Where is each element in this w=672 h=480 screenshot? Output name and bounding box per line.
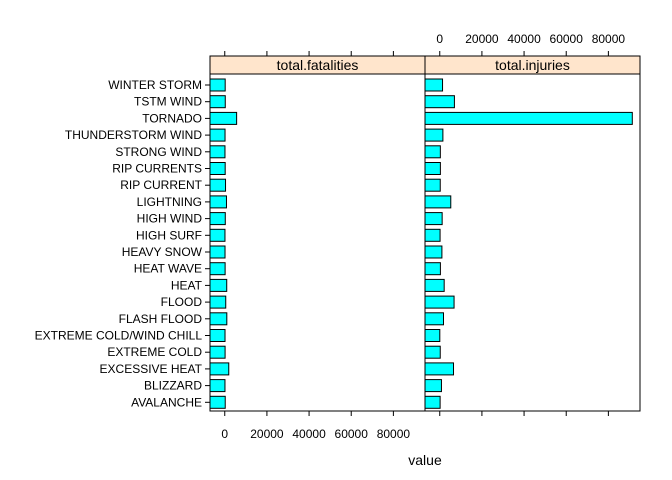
x-tick-label: 0 — [436, 32, 443, 46]
panel-strips: total.fatalities total.injuries — [209, 55, 641, 75]
category-label: HEAT WAVE — [134, 262, 202, 276]
bar — [424, 228, 441, 242]
bar — [424, 245, 443, 259]
category-label: HEAT — [171, 278, 203, 292]
bar — [209, 329, 226, 342]
panel-strip-label: total.fatalities — [277, 57, 359, 73]
bar — [209, 362, 230, 376]
bar — [209, 212, 226, 226]
category-label: AVALANCHE — [131, 395, 202, 409]
bar — [209, 262, 226, 276]
category-label: TSTM WIND — [134, 95, 202, 109]
panel-frame — [424, 73, 641, 412]
category-label: BLIZZARD — [144, 379, 202, 393]
panels — [209, 73, 641, 412]
panel-frame — [209, 73, 426, 412]
category-label: THUNDERSTORM WIND — [65, 128, 202, 142]
x-tick-label: 40000 — [507, 32, 541, 46]
bar — [424, 295, 455, 309]
bar — [424, 195, 452, 209]
x-tick-label: 40000 — [292, 427, 326, 441]
bar — [209, 128, 226, 142]
bar — [424, 345, 441, 359]
x-tick-label: 80000 — [377, 427, 411, 441]
bar — [209, 312, 228, 326]
bar — [209, 178, 227, 192]
bar — [209, 95, 226, 109]
bar — [424, 178, 441, 192]
category-label: HIGH SURF — [136, 228, 202, 242]
category-label: EXTREME COLD/WIND CHILL — [35, 329, 203, 343]
category-label: EXCESSIVE HEAT — [100, 362, 203, 376]
category-label: HEAVY SNOW — [122, 245, 203, 259]
bar — [424, 128, 444, 142]
category-label: WINTER STORM — [108, 78, 202, 92]
category-label: RIP CURRENTS — [112, 162, 202, 176]
axes: 0 20000 40000 60000 80000 0 20000 40000 60000 800… — [221, 32, 625, 441]
x-tick-label: 80000 — [592, 32, 626, 46]
x-tick-label: 60000 — [550, 32, 584, 46]
bar — [209, 78, 226, 92]
bar — [424, 212, 443, 226]
bar — [209, 395, 226, 409]
bar — [209, 228, 226, 242]
bar — [424, 329, 441, 342]
x-tick-label: 0 — [221, 427, 228, 441]
x-tick-label: 20000 — [250, 427, 284, 441]
bar — [209, 111, 238, 125]
bar — [424, 362, 455, 376]
category-label: STRONG WIND — [115, 145, 202, 159]
category-label: RIP CURRENT — [120, 178, 202, 192]
bar — [424, 145, 441, 159]
x-axis-label: value — [408, 452, 442, 468]
bar — [424, 312, 445, 326]
panel-strip-label: total.injuries — [495, 57, 570, 73]
category-label: LIGHTNING — [137, 195, 202, 209]
category-label: FLASH FLOOD — [119, 312, 203, 326]
bar — [209, 162, 226, 175]
bars — [209, 78, 633, 409]
bar — [209, 245, 226, 259]
bar — [424, 278, 445, 292]
category-label: TORNADO — [142, 111, 202, 125]
bar — [209, 278, 228, 292]
bar — [424, 78, 444, 92]
bar — [424, 162, 441, 175]
bar — [209, 195, 227, 209]
category-label: HIGH WIND — [137, 212, 203, 226]
bar — [209, 295, 227, 309]
bar — [209, 345, 226, 359]
category-label: FLOOD — [161, 295, 203, 309]
x-tick-label: 20000 — [465, 32, 499, 46]
category-label: EXTREME COLD — [107, 345, 202, 359]
bar — [209, 145, 226, 159]
x-tick-label: 60000 — [335, 427, 369, 441]
bar — [424, 111, 633, 125]
bar — [424, 262, 441, 276]
bar — [209, 379, 226, 393]
category-labels: WINTER STORM TSTM WIND TORNADO THUNDERSTORM… — [35, 78, 210, 409]
bar — [424, 379, 442, 393]
bar — [424, 395, 441, 409]
bar — [424, 95, 455, 109]
